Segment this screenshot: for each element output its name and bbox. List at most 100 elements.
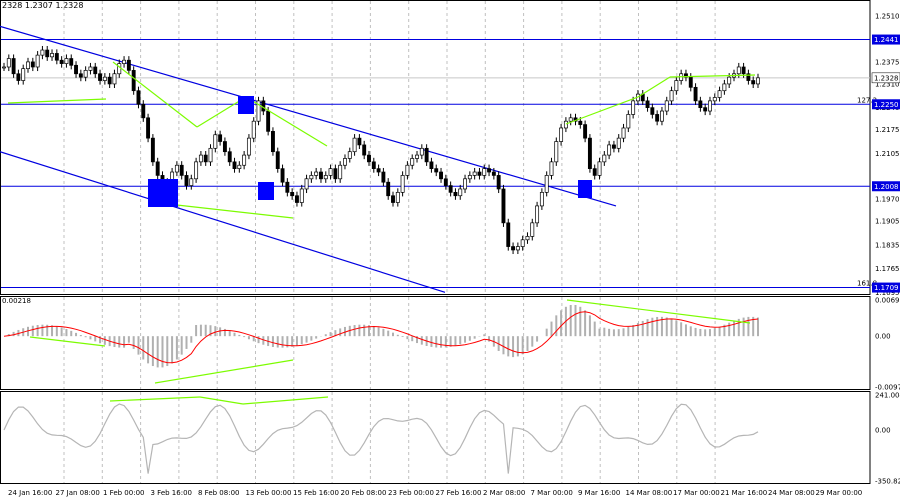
candle-body — [357, 137, 362, 146]
candle-body — [506, 222, 511, 247]
candle-body — [323, 175, 328, 180]
candle-body — [184, 175, 189, 186]
candle-body — [290, 192, 295, 197]
candle-body — [98, 73, 103, 81]
candle-body — [616, 137, 621, 149]
candle-body — [405, 164, 410, 176]
candle-body — [194, 161, 199, 180]
candle-body — [30, 61, 35, 68]
macd-pane[interactable]: 0.00218 — [0, 296, 871, 390]
candle-body — [736, 66, 741, 75]
candle-body — [717, 90, 722, 98]
level-label: 161.8 — [857, 280, 877, 288]
time-tick-label: 2 Mar 08:00 — [483, 489, 525, 497]
channel-upper-line — [0, 25, 617, 207]
price-axis: 1.25101.23751.23101.22401.21751.21051.19… — [871, 13, 900, 486]
candle-body — [78, 73, 83, 78]
level-label: 127.2 — [857, 96, 877, 104]
time-tick-label: 27 Jan 08:00 — [56, 489, 100, 497]
candle-body — [35, 54, 40, 68]
candle-body — [26, 61, 30, 70]
candle-body — [21, 68, 26, 81]
candle-body — [198, 154, 203, 163]
candle-body — [141, 103, 146, 119]
candle-body — [607, 144, 612, 156]
time-tick-label: 15 Feb 16:00 — [293, 489, 339, 497]
candle-body — [347, 151, 352, 159]
candle-body — [54, 53, 59, 61]
candle-body — [189, 178, 194, 186]
candle-body — [64, 58, 69, 64]
current-price-tag-text: 1.2328 — [874, 74, 899, 82]
candle-body — [477, 171, 482, 176]
candle-body — [467, 175, 472, 180]
divergence-line — [245, 96, 328, 147]
candle-body — [712, 97, 717, 102]
time-tick-label: 23 Feb 00:00 — [388, 489, 434, 497]
time-tick-label: 1 Feb 00:00 — [103, 489, 144, 497]
cci-tick-label: 0.00 — [875, 427, 891, 435]
candle-body — [371, 161, 376, 169]
candle-body — [563, 120, 568, 129]
candle-body — [59, 59, 64, 64]
candle-body — [126, 59, 131, 71]
candle-body — [650, 107, 655, 115]
candle-body — [655, 114, 660, 122]
candle-body — [592, 168, 597, 176]
candle-body — [525, 236, 530, 241]
candle-body — [664, 100, 669, 112]
price-tick-label: 1.2175 — [875, 126, 900, 134]
candle-body — [237, 164, 242, 169]
candle-body — [179, 164, 184, 176]
candle-body — [295, 195, 299, 203]
candle-body — [45, 49, 50, 58]
candle-body — [50, 53, 54, 58]
candle-body — [419, 147, 424, 156]
candle-body — [343, 158, 347, 166]
level-price-tag — [872, 282, 900, 293]
candle-body — [304, 178, 309, 190]
candle-body — [443, 178, 448, 186]
candle-body — [367, 154, 371, 163]
candle-body — [434, 168, 439, 173]
candle-body — [381, 171, 386, 183]
time-tick-label: 29 Mar 00:00 — [816, 489, 863, 497]
divergence-line — [154, 359, 294, 384]
time-tick-label: 14 Mar 08:00 — [626, 489, 673, 497]
candle-body — [659, 110, 664, 122]
price-tick-label: 1.1695 — [875, 289, 900, 297]
candle-body — [453, 192, 458, 197]
divergence-line — [167, 203, 294, 219]
candle-body — [88, 66, 93, 71]
price-tick-label: 1.2310 — [875, 80, 900, 88]
candle-body — [583, 124, 588, 139]
candle-body — [626, 114, 631, 129]
candle-body — [218, 134, 223, 142]
candle-body — [391, 195, 395, 203]
current-price-tag — [871, 72, 900, 84]
candle-body — [482, 168, 487, 176]
candle-body — [222, 141, 227, 153]
candle-body — [155, 161, 160, 176]
price-pane[interactable]: 127.2 161.8 — [0, 0, 877, 295]
candle-body — [491, 171, 496, 176]
level-price-tag-text: 1.2441 — [874, 36, 899, 44]
candle-body — [280, 168, 285, 183]
level-price-tag — [872, 181, 900, 192]
signal-box — [238, 96, 254, 114]
candle-body — [424, 147, 429, 163]
candle-body — [669, 90, 674, 102]
macd-tick-label: 0.00 — [875, 333, 891, 341]
price-tick-label: 1.1970 — [875, 196, 900, 204]
time-tick-label: 17 Mar 00:00 — [673, 489, 720, 497]
candle-body — [688, 76, 693, 88]
cci-pane[interactable] — [0, 391, 871, 484]
candle-body — [756, 77, 760, 85]
candle-body — [597, 161, 602, 176]
candle-body — [362, 144, 367, 156]
candle-body — [256, 100, 261, 122]
cci-tick-label: 241.0049 — [875, 392, 900, 400]
candle-body — [227, 151, 232, 163]
divergence-line — [242, 396, 329, 405]
